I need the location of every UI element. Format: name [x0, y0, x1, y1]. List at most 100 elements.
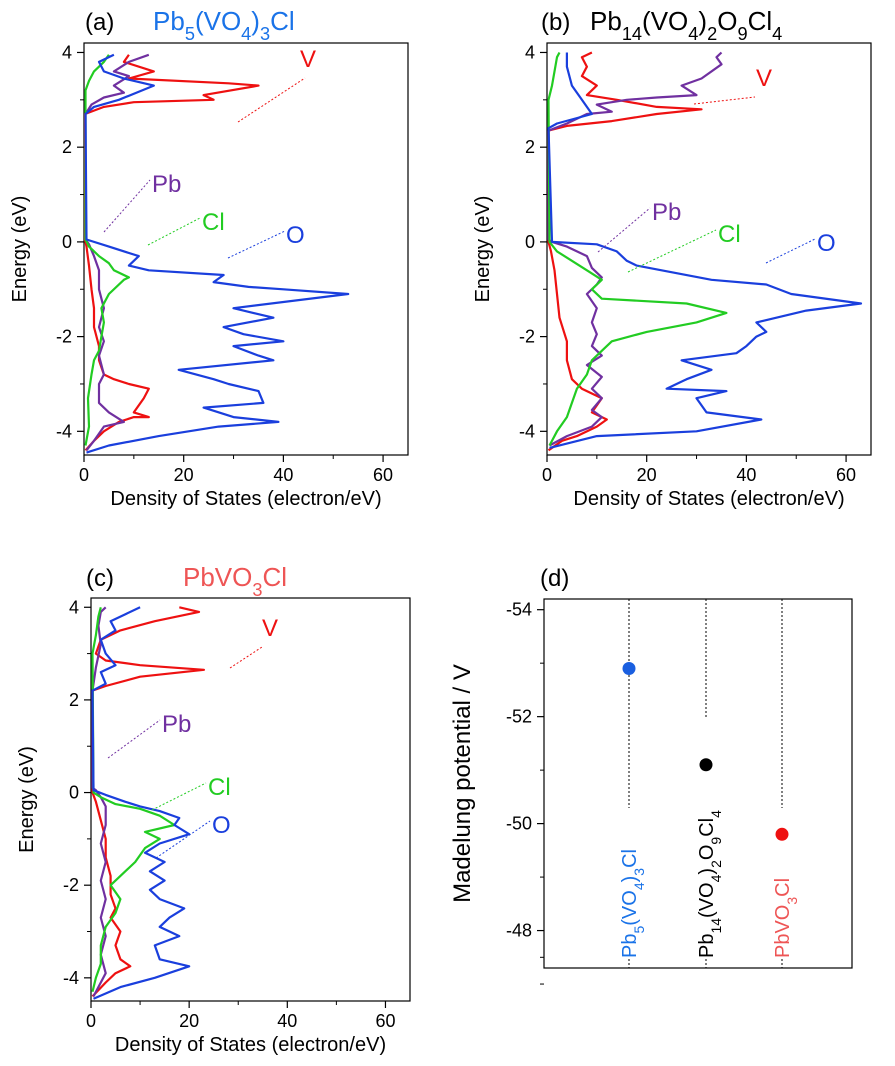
category-label: PbVO3Cl: [772, 878, 800, 958]
element-label-o: O: [286, 222, 305, 249]
y-tick-label: 2: [62, 137, 72, 157]
series-line-v: [547, 51, 703, 452]
subscript-text: 14: [622, 24, 642, 44]
x-tick-label: 60: [373, 465, 393, 485]
x-tick-label: 60: [836, 465, 856, 485]
y-axis-label: Madelung potential / V: [449, 664, 476, 903]
leader-line-cl: [147, 217, 201, 246]
leader-line-o: [765, 238, 816, 264]
y-tick-label: 2: [525, 137, 535, 157]
element-label-pb: Pb: [152, 171, 181, 198]
compound-title: Pb5(VO4)3Cl: [153, 6, 295, 44]
series-line-cl: [547, 51, 728, 447]
element-label-pb: Pb: [652, 199, 681, 226]
formula-text: PbVO: [772, 905, 794, 958]
subscript-text: 4: [708, 810, 724, 818]
subscript-text: 4: [772, 24, 782, 44]
formula-text: Cl: [270, 6, 295, 36]
formula-text: PbVO: [183, 562, 252, 592]
formula-text: Cl: [263, 562, 288, 592]
data-point: [775, 827, 789, 841]
y-tick-label: -2: [56, 327, 72, 347]
label-background: [615, 808, 641, 958]
formula-text: Pb: [619, 934, 641, 958]
subscript-text: 3: [260, 24, 270, 44]
y-tick-label: 4: [62, 42, 72, 62]
formula-text: O: [696, 845, 718, 861]
x-tick-label: 0: [542, 465, 552, 485]
element-label-pb: Pb: [162, 711, 191, 738]
formula-text: ): [619, 876, 641, 883]
x-tick-label: 40: [273, 465, 293, 485]
series-line-pb: [547, 51, 723, 447]
subscript-text: 5: [185, 24, 195, 44]
formula-text: Pb: [696, 934, 718, 958]
y-tick-label: -54: [506, 600, 532, 620]
x-axis-label: Density of States (electron/eV): [115, 1034, 386, 1056]
y-axis-label: Energy (eV): [16, 746, 38, 853]
y-axis-label: Energy (eV): [472, 196, 494, 303]
element-label-v: V: [756, 65, 772, 92]
subscript-text: 3: [784, 897, 800, 905]
plot-frame: [90, 597, 411, 1002]
x-tick-label: 20: [174, 465, 194, 485]
panel-label: (b): [541, 9, 570, 36]
y-tick-label: 0: [525, 232, 535, 252]
subscript-text: 4: [631, 882, 647, 890]
leader-line-pb: [597, 207, 651, 253]
plot-frame: [83, 42, 409, 456]
y-tick-label: 4: [69, 597, 79, 617]
series-line-v: [91, 606, 205, 998]
subscript-text: 2: [708, 860, 724, 868]
subscript-text: 4: [241, 24, 251, 44]
y-tick-label: -2: [519, 327, 535, 347]
compound-title: PbVO3Cl: [183, 562, 287, 600]
x-axis-label: Density of States (electron/eV): [110, 488, 381, 510]
y-tick-label: 4: [525, 42, 535, 62]
series-line-pb: [84, 53, 150, 451]
y-tick-label: -4: [63, 968, 79, 988]
formula-text: ): [251, 6, 260, 36]
subscript-text: 5: [631, 926, 647, 934]
element-label-cl: Cl: [202, 209, 225, 236]
data-point: [622, 662, 636, 676]
formula-text: (VO: [195, 6, 241, 36]
formula-text: Pb: [590, 6, 622, 36]
data-point: [699, 758, 713, 772]
formula-text: Cl: [696, 818, 718, 837]
formula-text: (VO: [642, 6, 688, 36]
y-tick-label: 0: [69, 783, 79, 803]
element-label-cl: Cl: [718, 221, 741, 248]
subscript-text: 9: [708, 837, 724, 845]
element-label-v: V: [300, 46, 316, 73]
y-tick-label: -2: [63, 875, 79, 895]
y-axis-label: Energy (eV): [9, 196, 31, 303]
compound-title: Pb14(VO4)2O9Cl4: [590, 6, 782, 44]
subscript-text: 14: [708, 918, 724, 934]
y-tick-label: -4: [519, 421, 535, 441]
plot-frame: [543, 598, 853, 969]
subscript-text: 3: [252, 580, 262, 600]
element-label-o: O: [817, 230, 836, 257]
x-tick-label: 20: [179, 1011, 199, 1031]
element-label-o: O: [212, 812, 231, 839]
y-tick-label: 0: [62, 232, 72, 252]
y-tick-label: -4: [56, 421, 72, 441]
formula-text: ): [696, 868, 718, 875]
leader-line-o: [227, 230, 286, 259]
series-line-cl: [84, 54, 130, 446]
panel-label: (a): [85, 9, 114, 36]
series-line-v: [84, 54, 260, 452]
leader-line-v: [237, 77, 306, 123]
panel-label: (d): [540, 565, 569, 592]
series-line-o: [547, 52, 863, 449]
formula-text: ): [698, 6, 707, 36]
formula-text: (VO: [619, 890, 641, 926]
formula-text: (VO: [696, 882, 718, 918]
category-label: Pb5(VO4)3Cl: [619, 849, 647, 958]
y-tick-label: 2: [69, 690, 79, 710]
y-tick-label: -52: [506, 707, 532, 727]
